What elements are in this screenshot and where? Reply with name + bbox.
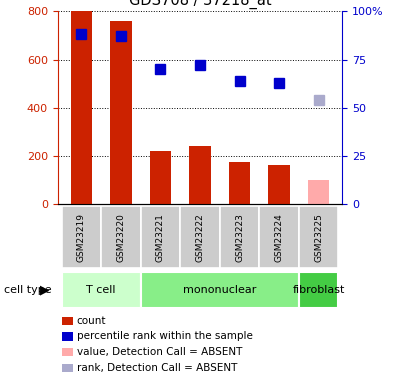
Bar — [189, 147, 211, 204]
Bar — [110, 21, 132, 204]
Bar — [259, 206, 299, 268]
Bar — [101, 206, 140, 268]
Bar — [220, 206, 259, 268]
Bar — [141, 272, 299, 308]
Text: fibroblast: fibroblast — [293, 285, 345, 295]
Text: ▶: ▶ — [40, 283, 49, 296]
Bar — [308, 180, 330, 204]
Text: GSM23222: GSM23222 — [195, 213, 205, 262]
Bar — [299, 272, 338, 308]
Text: T cell: T cell — [86, 285, 116, 295]
Title: GDS708 / 37218_at: GDS708 / 37218_at — [129, 0, 271, 9]
Text: GSM23219: GSM23219 — [77, 213, 86, 262]
Text: GSM23224: GSM23224 — [275, 213, 283, 262]
Bar — [141, 206, 180, 268]
Text: percentile rank within the sample: percentile rank within the sample — [77, 332, 253, 341]
Bar — [62, 272, 141, 308]
Text: GSM23223: GSM23223 — [235, 213, 244, 262]
Bar — [268, 165, 290, 204]
Text: rank, Detection Call = ABSENT: rank, Detection Call = ABSENT — [77, 363, 237, 373]
Text: count: count — [77, 316, 106, 326]
Bar — [180, 206, 220, 268]
Text: value, Detection Call = ABSENT: value, Detection Call = ABSENT — [77, 347, 242, 357]
Bar — [150, 151, 172, 204]
Text: cell type: cell type — [4, 285, 52, 295]
Bar — [62, 206, 101, 268]
Text: mononuclear: mononuclear — [183, 285, 256, 295]
Text: GSM23221: GSM23221 — [156, 213, 165, 262]
Text: GSM23220: GSM23220 — [117, 213, 125, 262]
Bar — [228, 162, 250, 204]
Bar — [70, 11, 92, 204]
Text: GSM23225: GSM23225 — [314, 213, 323, 262]
Bar — [299, 206, 338, 268]
